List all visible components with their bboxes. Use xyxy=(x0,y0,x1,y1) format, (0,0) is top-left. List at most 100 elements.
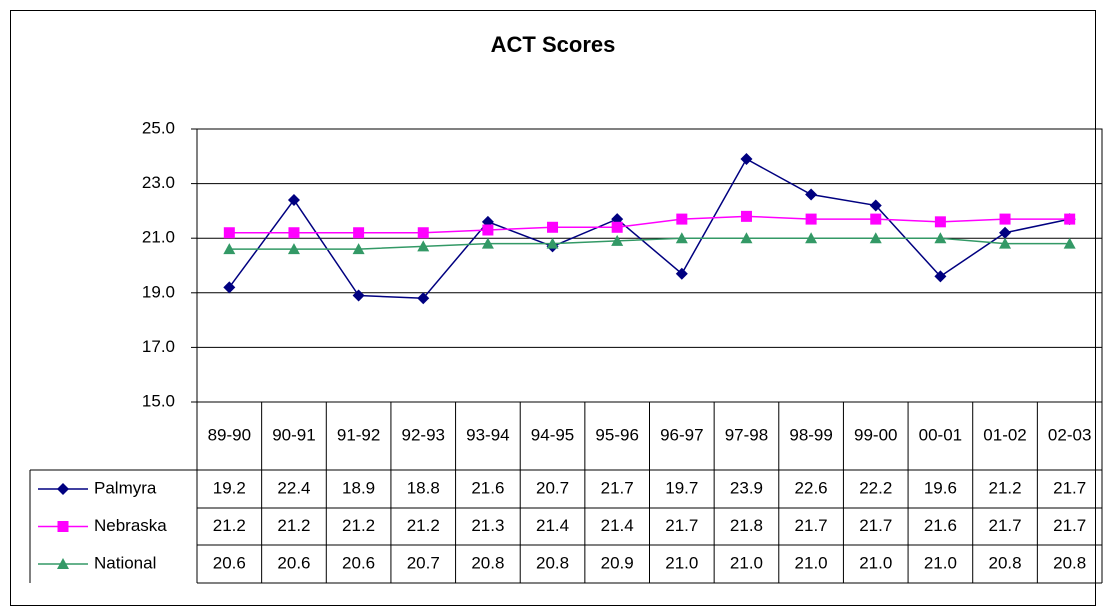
marker xyxy=(287,243,300,255)
marker xyxy=(288,227,300,239)
table-value: 19.6 xyxy=(924,478,957,497)
x-tick-label: 93-94 xyxy=(466,425,509,444)
marker xyxy=(1063,237,1076,249)
y-tick-label: 21.0 xyxy=(142,228,175,247)
table-value: 21.7 xyxy=(1053,516,1086,535)
marker xyxy=(353,227,365,239)
legend-label: Palmyra xyxy=(94,478,157,497)
table-value: 19.7 xyxy=(665,478,698,497)
table-value: 21.0 xyxy=(924,553,957,572)
marker xyxy=(675,267,688,280)
marker xyxy=(352,243,365,255)
marker xyxy=(999,237,1012,249)
table-value: 21.7 xyxy=(1053,478,1086,497)
x-tick-label: 95-96 xyxy=(595,425,638,444)
marker xyxy=(287,193,300,206)
table-value: 18.9 xyxy=(342,478,375,497)
legend-label: Nebraska xyxy=(94,516,167,535)
x-tick-label: 01-02 xyxy=(983,425,1026,444)
table-value: 21.0 xyxy=(665,553,698,572)
marker xyxy=(57,558,69,569)
x-tick-label: 89-90 xyxy=(208,425,251,444)
marker xyxy=(611,221,623,233)
table-value: 20.8 xyxy=(988,553,1021,572)
marker xyxy=(675,232,688,244)
marker xyxy=(805,188,818,201)
table-value: 21.2 xyxy=(342,516,375,535)
x-tick-label: 97-98 xyxy=(725,425,768,444)
table-value: 22.6 xyxy=(795,478,828,497)
marker xyxy=(352,289,365,302)
table-value: 22.2 xyxy=(859,478,892,497)
marker xyxy=(417,227,429,239)
x-tick-label: 94-95 xyxy=(531,425,574,444)
marker xyxy=(57,521,69,532)
table-value: 20.6 xyxy=(277,553,310,572)
table-value: 21.7 xyxy=(795,516,828,535)
table-value: 20.6 xyxy=(342,553,375,572)
table-value: 20.9 xyxy=(601,553,634,572)
table-value: 21.2 xyxy=(988,478,1021,497)
marker xyxy=(999,226,1012,239)
x-tick-label: 91-92 xyxy=(337,425,380,444)
marker xyxy=(870,213,882,225)
table-value: 21.0 xyxy=(859,553,892,572)
x-tick-label: 98-99 xyxy=(789,425,832,444)
table-value: 20.6 xyxy=(213,553,246,572)
table-value: 21.2 xyxy=(213,516,246,535)
marker xyxy=(417,292,430,305)
marker xyxy=(740,232,753,244)
marker xyxy=(547,221,559,233)
chart-border xyxy=(10,10,1096,606)
marker xyxy=(611,234,624,246)
table-value: 21.6 xyxy=(924,516,957,535)
marker xyxy=(223,243,236,255)
table-value: 22.4 xyxy=(277,478,310,497)
table-value: 20.8 xyxy=(471,553,504,572)
marker xyxy=(57,483,69,495)
table-value: 21.8 xyxy=(730,516,763,535)
marker xyxy=(740,210,752,222)
y-tick-label: 19.0 xyxy=(142,282,175,301)
table-value: 23.9 xyxy=(730,478,763,497)
marker xyxy=(417,240,430,252)
chart-title: ACT Scores xyxy=(491,32,616,57)
table-value: 21.2 xyxy=(407,516,440,535)
table-value: 21.4 xyxy=(601,516,634,535)
x-tick-label: 99-00 xyxy=(854,425,897,444)
marker xyxy=(223,227,235,239)
table-value: 21.0 xyxy=(795,553,828,572)
table-value: 21.4 xyxy=(536,516,569,535)
table-value: 21.7 xyxy=(665,516,698,535)
y-tick-label: 15.0 xyxy=(142,391,175,410)
marker xyxy=(481,237,494,249)
marker xyxy=(869,199,882,212)
legend-label: National xyxy=(94,553,156,572)
marker xyxy=(805,213,817,225)
marker xyxy=(805,232,818,244)
marker xyxy=(482,224,494,236)
table-value: 21.3 xyxy=(471,516,504,535)
marker xyxy=(934,216,946,228)
table-value: 21.7 xyxy=(601,478,634,497)
y-tick-label: 25.0 xyxy=(142,118,175,137)
marker xyxy=(740,153,753,166)
table-value: 20.8 xyxy=(536,553,569,572)
table-value: 21.7 xyxy=(988,516,1021,535)
marker xyxy=(546,237,559,249)
x-tick-label: 90-91 xyxy=(272,425,315,444)
marker xyxy=(934,232,947,244)
x-tick-label: 96-97 xyxy=(660,425,703,444)
table-value: 18.8 xyxy=(407,478,440,497)
table-value: 21.2 xyxy=(277,516,310,535)
series-line xyxy=(229,237,1070,250)
marker xyxy=(223,281,236,294)
series-line xyxy=(229,215,1070,234)
y-tick-label: 17.0 xyxy=(142,337,175,356)
marker xyxy=(676,213,688,225)
table-value: 21.0 xyxy=(730,553,763,572)
marker xyxy=(934,270,947,283)
table-value: 20.7 xyxy=(407,553,440,572)
table-value: 19.2 xyxy=(213,478,246,497)
